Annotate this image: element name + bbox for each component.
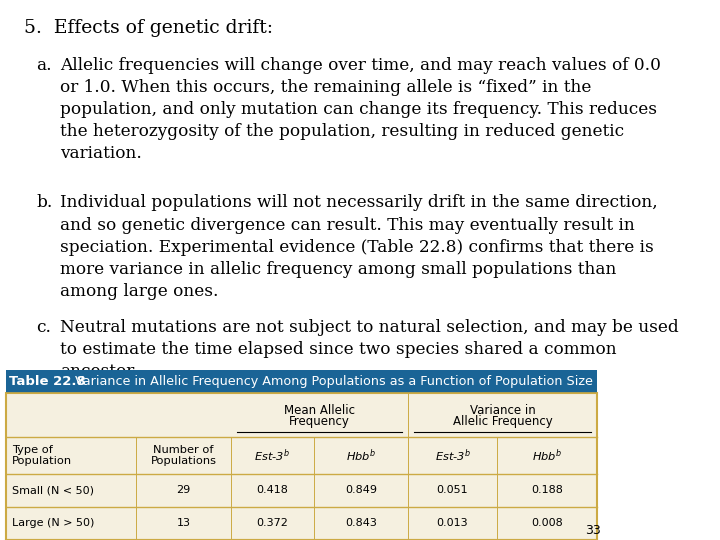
Text: 0.051: 0.051 <box>437 485 468 495</box>
Text: Variance in Allelic Frequency Among Populations as a Function of Population Size: Variance in Allelic Frequency Among Popu… <box>76 375 593 388</box>
Text: Population: Population <box>12 456 72 465</box>
Text: 0.849: 0.849 <box>345 485 377 495</box>
Text: Frequency: Frequency <box>289 415 350 428</box>
Text: 13: 13 <box>176 518 191 529</box>
FancyBboxPatch shape <box>6 370 598 393</box>
Text: Est-3$^b$: Est-3$^b$ <box>254 447 290 463</box>
Text: Variance in: Variance in <box>470 404 536 417</box>
Text: Mean Allelic: Mean Allelic <box>284 404 355 417</box>
Text: Number of: Number of <box>153 446 214 455</box>
Text: Allelic frequencies will change over time, and may reach values of 0.0
or 1.0. W: Allelic frequencies will change over tim… <box>60 57 661 163</box>
Text: b.: b. <box>36 194 53 211</box>
Text: 5.  Effects of genetic drift:: 5. Effects of genetic drift: <box>24 19 273 37</box>
Text: 0.372: 0.372 <box>256 518 288 529</box>
Text: Hbb$^b$: Hbb$^b$ <box>532 447 562 463</box>
Text: 0.013: 0.013 <box>437 518 468 529</box>
Text: 33: 33 <box>585 524 600 537</box>
Text: c.: c. <box>36 319 51 335</box>
Text: a.: a. <box>36 57 52 73</box>
Text: Neutral mutations are not subject to natural selection, and may be used
to estim: Neutral mutations are not subject to nat… <box>60 319 679 380</box>
Text: 0.418: 0.418 <box>256 485 288 495</box>
Text: Individual populations will not necessarily drift in the same direction,
and so : Individual populations will not necessar… <box>60 194 658 300</box>
FancyBboxPatch shape <box>6 393 598 540</box>
Text: Allelic Frequency: Allelic Frequency <box>453 415 553 428</box>
Text: Small (N < 50): Small (N < 50) <box>12 485 94 495</box>
Text: Populations: Populations <box>150 456 217 465</box>
Text: Hbb$^b$: Hbb$^b$ <box>346 447 376 463</box>
Text: Table 22.8: Table 22.8 <box>9 375 86 388</box>
Text: Type of: Type of <box>12 446 53 455</box>
Text: 0.008: 0.008 <box>531 518 563 529</box>
Text: Large (N > 50): Large (N > 50) <box>12 518 94 529</box>
Text: Est-3$^b$: Est-3$^b$ <box>435 447 470 463</box>
Text: 0.843: 0.843 <box>345 518 377 529</box>
Text: 0.188: 0.188 <box>531 485 563 495</box>
Text: 29: 29 <box>176 485 191 495</box>
